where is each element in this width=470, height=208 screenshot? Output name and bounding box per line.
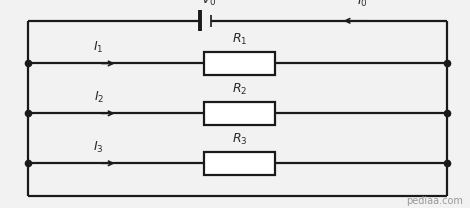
- Text: $I_0$: $I_0$: [357, 0, 367, 9]
- Bar: [204, 52, 275, 75]
- Text: $V_0$: $V_0$: [201, 0, 217, 8]
- Text: $R_{1}$: $R_{1}$: [232, 32, 247, 47]
- Text: $I_{2}$: $I_{2}$: [94, 90, 104, 105]
- Text: pediaa.com: pediaa.com: [406, 196, 463, 206]
- Text: $R_{2}$: $R_{2}$: [232, 82, 247, 97]
- Text: $I_{1}$: $I_{1}$: [94, 40, 104, 55]
- Bar: [204, 102, 275, 125]
- Bar: [204, 152, 275, 175]
- Text: $R_{3}$: $R_{3}$: [232, 132, 248, 147]
- Text: $I_{3}$: $I_{3}$: [94, 140, 104, 155]
